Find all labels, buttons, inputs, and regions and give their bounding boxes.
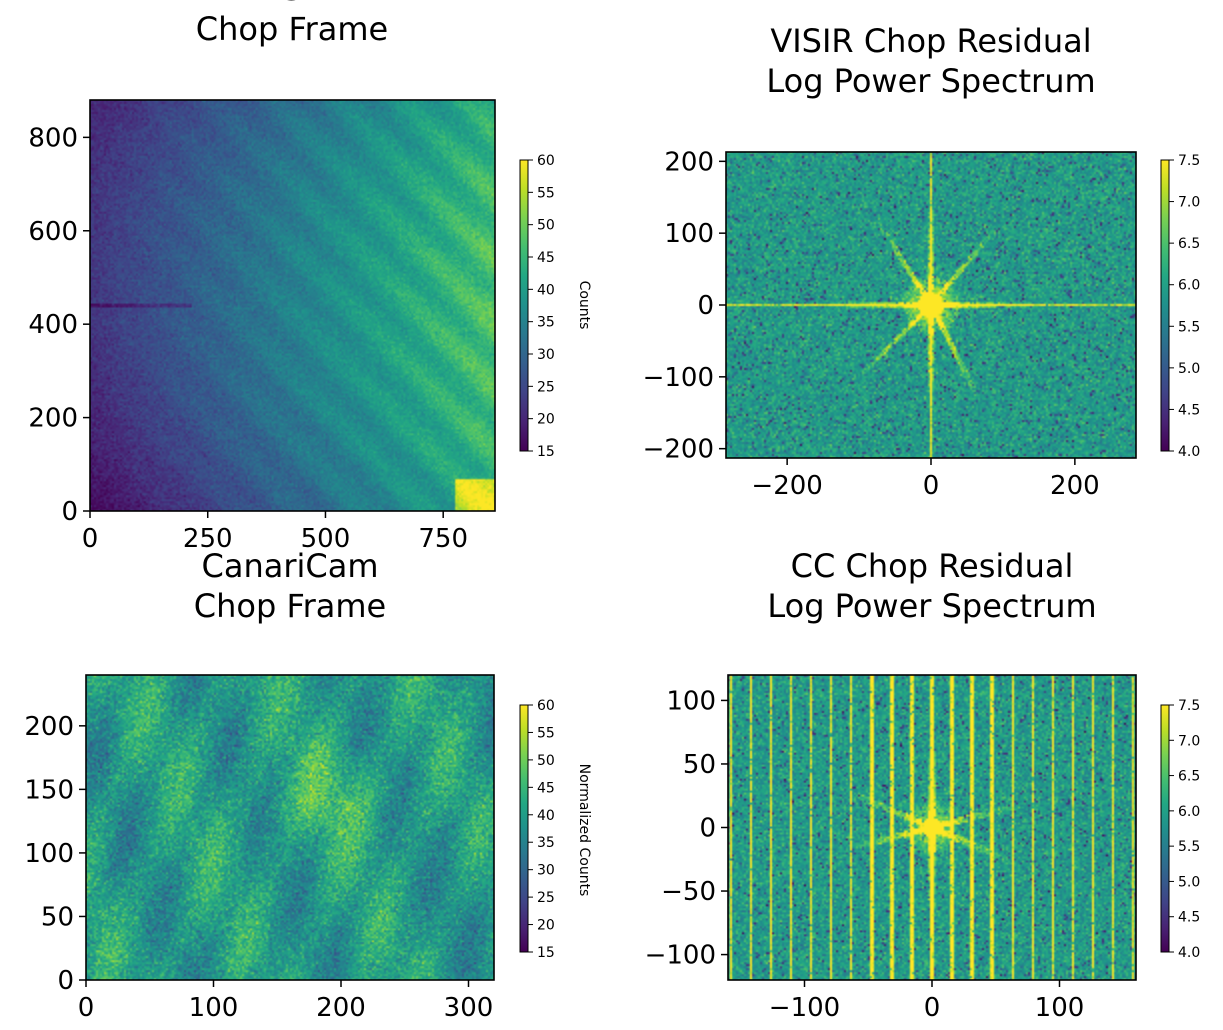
y-tick-label: 600	[28, 217, 78, 247]
y-tick-label: 50	[41, 902, 74, 932]
colorbar-tick-label: 7.5	[1178, 698, 1200, 714]
colorbar-tick-label: 5.0	[1178, 361, 1200, 377]
x-tick-label: −200	[751, 471, 822, 501]
panel-1: VISIR Chop Frame 0 250 500 750 0 200 400 600 800 15…	[28, 0, 592, 554]
colorbar-tick-label: 40	[537, 808, 555, 824]
y-tick-label: −50	[661, 877, 716, 907]
y-tick-label: 0	[699, 814, 716, 844]
colorbar-tick-label: 60	[537, 698, 555, 714]
x-tick-label: 200	[316, 993, 366, 1023]
panel-3-title-line-2: Chop Frame	[194, 587, 386, 625]
colorbar-tick-label: 5.5	[1178, 319, 1200, 335]
y-tick-label: 0	[57, 966, 74, 996]
panel-1-heatmap-image	[90, 100, 495, 511]
colorbar-tick-label: 6.5	[1178, 769, 1200, 785]
panel-3-heatmap-image	[86, 675, 494, 980]
colorbar-tick-label: 25	[537, 890, 555, 906]
panel-2-title-line-2: Log Power Spectrum	[766, 62, 1095, 100]
colorbar-tick-label: 25	[537, 379, 555, 395]
colorbar-tick-label: 15	[537, 945, 555, 961]
y-tick-label: 100	[664, 219, 714, 249]
colorbar-tick-label: 55	[537, 185, 555, 201]
colorbar-tick-label: 55	[537, 725, 555, 741]
x-tick-label: 0	[78, 993, 95, 1023]
x-tick-label: 200	[1050, 471, 1100, 501]
y-tick-label: −100	[645, 941, 716, 971]
colorbar-tick-label: 50	[537, 753, 555, 769]
colorbar-tick-label: 60	[537, 153, 555, 169]
x-tick-label: 100	[1035, 993, 1085, 1023]
colorbar-tick-label: 4.0	[1178, 945, 1200, 961]
y-tick-label: 100	[24, 839, 74, 869]
colorbar-tick-label: 20	[537, 918, 555, 934]
x-tick-label: 250	[183, 524, 233, 554]
colorbar-tick-label: 4.0	[1178, 444, 1200, 460]
panel-4-title-line-2: Log Power Spectrum	[767, 587, 1096, 625]
panel-1-colorbar-label: Counts	[576, 281, 592, 330]
colorbar-tick-label: 5.0	[1178, 874, 1200, 890]
x-tick-label: 0	[923, 471, 940, 501]
y-tick-label: 200	[24, 712, 74, 742]
panel-3-title-line-1: CanariCam	[201, 547, 378, 585]
colorbar-tick-label: 35	[537, 835, 555, 851]
x-tick-label: 0	[924, 993, 941, 1023]
x-tick-label: 300	[444, 993, 494, 1023]
panel-2-title-line-1: VISIR Chop Residual	[770, 22, 1091, 60]
colorbar-tick-label: 20	[537, 412, 555, 428]
x-tick-label: 0	[82, 524, 99, 554]
panel-2-heatmap-image	[726, 152, 1136, 458]
panel-4-heatmap-image	[728, 675, 1136, 980]
panel-1-title-line-2: Chop Frame	[196, 10, 388, 48]
colorbar-tick-label: 15	[537, 444, 555, 460]
y-tick-label: 200	[664, 147, 714, 177]
colorbar-tick-label: 6.0	[1178, 804, 1200, 820]
colorbar-tick-label: 50	[537, 218, 555, 234]
y-tick-label: 200	[28, 404, 78, 434]
colorbar-tick-label: 35	[537, 315, 555, 331]
x-tick-label: 100	[189, 993, 239, 1023]
y-tick-label: 50	[683, 750, 716, 780]
colorbar-tick-label: 45	[537, 780, 555, 796]
colorbar-tick-label: 40	[537, 282, 555, 298]
x-tick-label: 750	[418, 524, 468, 554]
panel-3-colorbar	[519, 704, 529, 953]
colorbar-tick-label: 6.5	[1178, 236, 1200, 252]
colorbar-tick-label: 6.0	[1178, 278, 1200, 294]
panel-3-colorbar-label: Normalized Counts	[576, 764, 592, 897]
y-tick-label: 800	[28, 123, 78, 153]
colorbar-tick-label: 5.5	[1178, 839, 1200, 855]
y-tick-label: 0	[697, 291, 714, 321]
colorbar-tick-label: 7.5	[1178, 153, 1200, 169]
y-tick-label: −200	[643, 435, 714, 465]
colorbar-tick-label: 30	[537, 863, 555, 879]
panel-4-title-line-1: CC Chop Residual	[791, 547, 1074, 585]
y-tick-label: 150	[24, 775, 74, 805]
colorbar-tick-label: 4.5	[1178, 402, 1200, 418]
colorbar-tick-label: 45	[537, 250, 555, 266]
y-tick-label: 100	[666, 686, 716, 716]
colorbar-tick-label: 7.0	[1178, 733, 1200, 749]
x-tick-label: −100	[769, 993, 840, 1023]
colorbar-tick-label: 4.5	[1178, 910, 1200, 926]
colorbar-tick-label: 7.0	[1178, 195, 1200, 211]
y-tick-label: 0	[61, 497, 78, 527]
panel-2-colorbar	[1160, 159, 1170, 452]
panel-4-colorbar	[1160, 704, 1170, 953]
y-tick-label: −100	[643, 363, 714, 393]
y-tick-label: 400	[28, 310, 78, 340]
panel-3-frame	[85, 674, 495, 981]
x-tick-label: 500	[301, 524, 351, 554]
panel-1-colorbar	[519, 159, 529, 452]
panel-1-title-line-1: VISIR	[250, 0, 333, 8]
colorbar-tick-label: 30	[537, 347, 555, 363]
panel-1-frame	[89, 99, 496, 512]
